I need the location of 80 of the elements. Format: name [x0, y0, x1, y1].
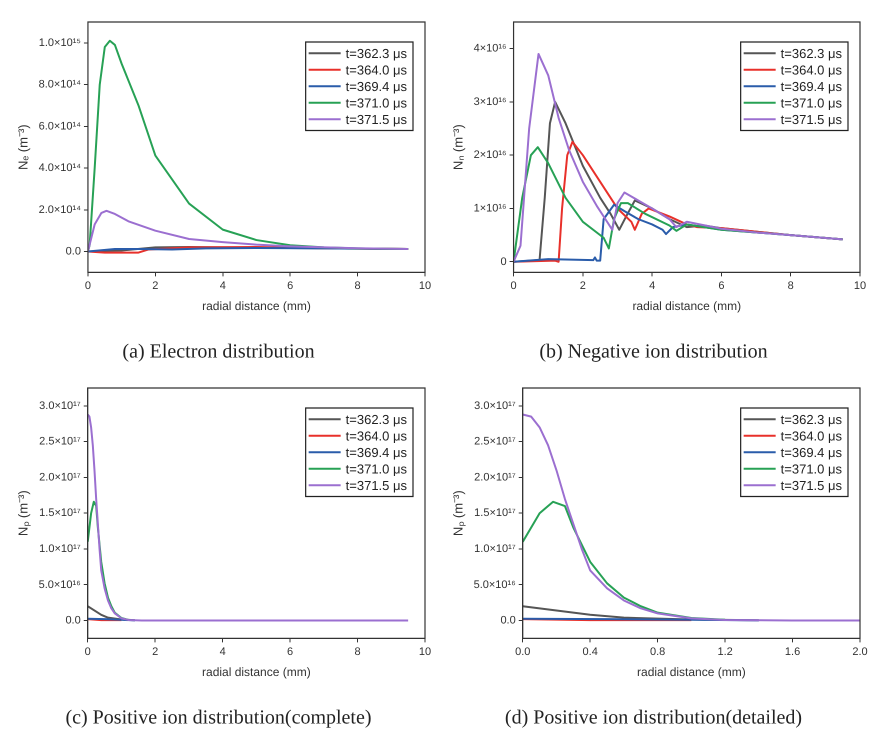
x-tick-label: 6 — [718, 280, 724, 292]
legend-label: t=371.5 μs — [346, 478, 408, 493]
y-tick-label: 1.5×10¹⁷ — [474, 507, 516, 520]
x-tick-label: 8 — [788, 280, 794, 292]
y-tick-label: 1.0×10¹⁷ — [39, 543, 81, 556]
y-tick-label: 1.0×10¹⁷ — [474, 543, 516, 556]
x-tick-label: 2.0 — [852, 646, 868, 658]
y-tick-label: 0.0 — [66, 246, 81, 258]
legend-label: t=371.5 μs — [780, 478, 842, 493]
x-tick-label: 10 — [854, 280, 866, 292]
x-tick-label: 8 — [354, 646, 361, 658]
y-axis-title: Nₑ (m⁻³) — [15, 124, 30, 170]
y-tick-label: 4×10¹⁶ — [474, 42, 507, 55]
x-axis-title: radial distance (mm) — [202, 299, 311, 314]
legend-label: t=362.3 μs — [346, 46, 408, 61]
text: (d) Positive ion distribution(detailed) — [504, 706, 802, 728]
x-tick-label: 4 — [220, 646, 226, 658]
y-tick-label: 2.5×10¹⁷ — [474, 436, 516, 448]
x-tick-label: 2 — [580, 280, 586, 292]
y-tick-label: 3×10¹⁶ — [474, 96, 507, 108]
y-tick-label: 1.0×10¹⁵ — [38, 36, 81, 49]
x-tick-label: 0.0 — [515, 646, 530, 658]
legend-label: t=369.4 μs — [780, 444, 842, 460]
text: (b) Negative ion distribution — [539, 340, 768, 362]
y-tick-label: 3.0×10¹⁷ — [474, 400, 516, 412]
y-tick-label: 8.0×10¹⁴ — [38, 78, 82, 91]
x-tick-label: 0.4 — [582, 646, 598, 658]
x-tick-label: 4 — [649, 280, 656, 292]
x-tick-label: 0 — [84, 646, 91, 658]
y-tick-label: 0 — [500, 256, 507, 268]
legend-label: t=371.0 μs — [780, 461, 842, 476]
legend-label: t=369.4 μs — [346, 78, 408, 94]
x-tick-label: 2 — [152, 646, 158, 658]
legend-label: t=364.0 μs — [346, 62, 408, 78]
legend-label: t=362.3 μs — [780, 412, 842, 427]
x-tick-label: 4 — [220, 280, 226, 292]
legend-label: t=364.0 μs — [346, 428, 408, 444]
x-tick-label: 6 — [287, 646, 294, 658]
y-tick-label: 0.0 — [500, 614, 516, 627]
legend-label: t=369.4 μs — [346, 444, 408, 460]
x-tick-label: 1.6 — [784, 646, 800, 658]
x-tick-label: 10 — [418, 280, 432, 292]
x-tick-label: 0.8 — [650, 646, 666, 658]
x-tick-label: 10 — [418, 646, 432, 658]
y-tick-label: 2.0×10¹⁷ — [474, 471, 516, 484]
y-tick-label: 2×10¹⁶ — [474, 149, 507, 162]
legend-label: t=371.0 μs — [346, 95, 408, 110]
legend-label: t=362.3 μs — [780, 46, 842, 61]
text: (c) Positive ion distribution(complete) — [65, 706, 372, 728]
y-tick-label: 2.0×10¹⁷ — [39, 471, 81, 484]
x-tick-label: 6 — [287, 280, 294, 292]
y-tick-label: 0.0 — [65, 614, 81, 627]
x-axis-title: radial distance (mm) — [202, 665, 311, 680]
legend-label: t=362.3 μs — [346, 412, 408, 427]
x-axis-title: radial distance (mm) — [632, 299, 742, 314]
text: (a) Electron distribution — [122, 340, 315, 362]
y-tick-label: 6.0×10¹⁴ — [38, 120, 82, 132]
x-tick-label: 8 — [354, 280, 361, 292]
legend-label: t=371.0 μs — [346, 461, 408, 476]
x-axis-title: radial distance (mm) — [637, 665, 746, 680]
legend-label: t=371.5 μs — [780, 112, 842, 127]
y-tick-label: 5.0×10¹⁶ — [38, 578, 81, 591]
x-tick-label: 2 — [152, 280, 158, 292]
y-tick-label: 3.0×10¹⁷ — [39, 400, 81, 412]
legend-label: t=364.0 μs — [780, 62, 842, 78]
y-axis-title: Nₚ (m⁻³) — [450, 490, 466, 536]
x-tick-label: 0 — [84, 280, 92, 292]
y-tick-label: 1.5×10¹⁷ — [39, 507, 81, 520]
x-tick-label: 1.2 — [717, 646, 733, 658]
legend-label: t=371.5 μs — [346, 112, 408, 127]
legend-label: t=364.0 μs — [780, 428, 842, 444]
y-axis-title: Nₙ (m⁻³) — [450, 124, 466, 170]
y-axis-title: Nₚ (m⁻³) — [15, 490, 32, 536]
y-tick-label: 4.0×10¹⁴ — [38, 162, 82, 174]
y-tick-label: 1×10¹⁶ — [474, 202, 507, 214]
y-tick-label: 2.5×10¹⁷ — [39, 436, 81, 448]
legend-label: t=369.4 μs — [780, 78, 842, 94]
y-tick-label: 2.0×10¹⁴ — [38, 204, 82, 216]
legend-label: t=371.0 μs — [780, 95, 842, 110]
y-tick-label: 5.0×10¹⁶ — [474, 578, 516, 591]
